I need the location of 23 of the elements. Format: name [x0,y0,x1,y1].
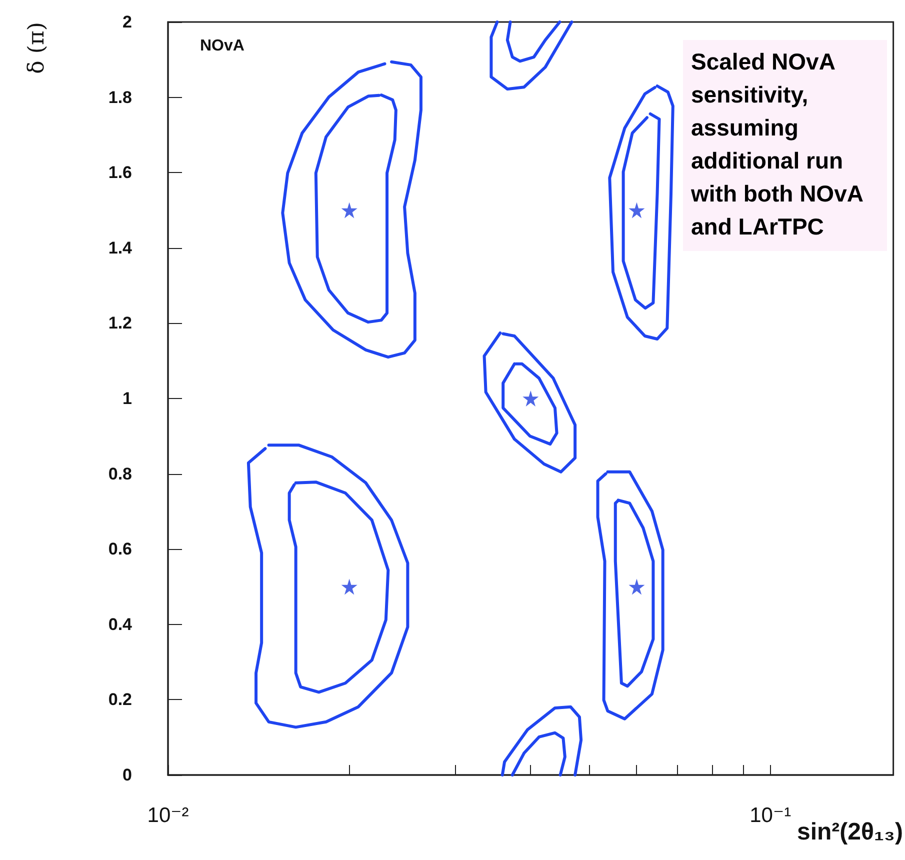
x-tick-label: 10⁻¹ [750,804,792,827]
y-tick-label: 1.6 [108,163,132,182]
y-tick-label: 0.4 [108,614,133,634]
y-tick-label: 0 [122,766,132,784]
line-series [596,470,664,720]
line-series [622,112,661,310]
line-series [502,362,558,446]
y-tick-label: 0.6 [108,540,132,559]
line-series [506,20,562,63]
y-axis-title: δ (π) [24,22,50,74]
y-tick-label: 1 [122,389,132,408]
annotation: Scaled NOvA sensitivity, assuming additional run with both NOvA and LArTPC [690,48,870,240]
annotation: NOvA [200,38,245,54]
y-tick-label: 1.4 [108,238,133,258]
x-tick-label: 10⁻² [147,804,189,827]
line-series [510,731,566,776]
y-tick-label: 0.8 [108,464,132,484]
x-axis-title: sin²(2θ₁₃) [796,818,903,846]
y-tick-label: 1.8 [108,88,132,107]
y-tick-label: 2 [122,12,132,32]
y-tick-label: 0.2 [108,690,132,710]
line-series [614,498,655,688]
y-tick-label: 1.2 [108,314,132,333]
